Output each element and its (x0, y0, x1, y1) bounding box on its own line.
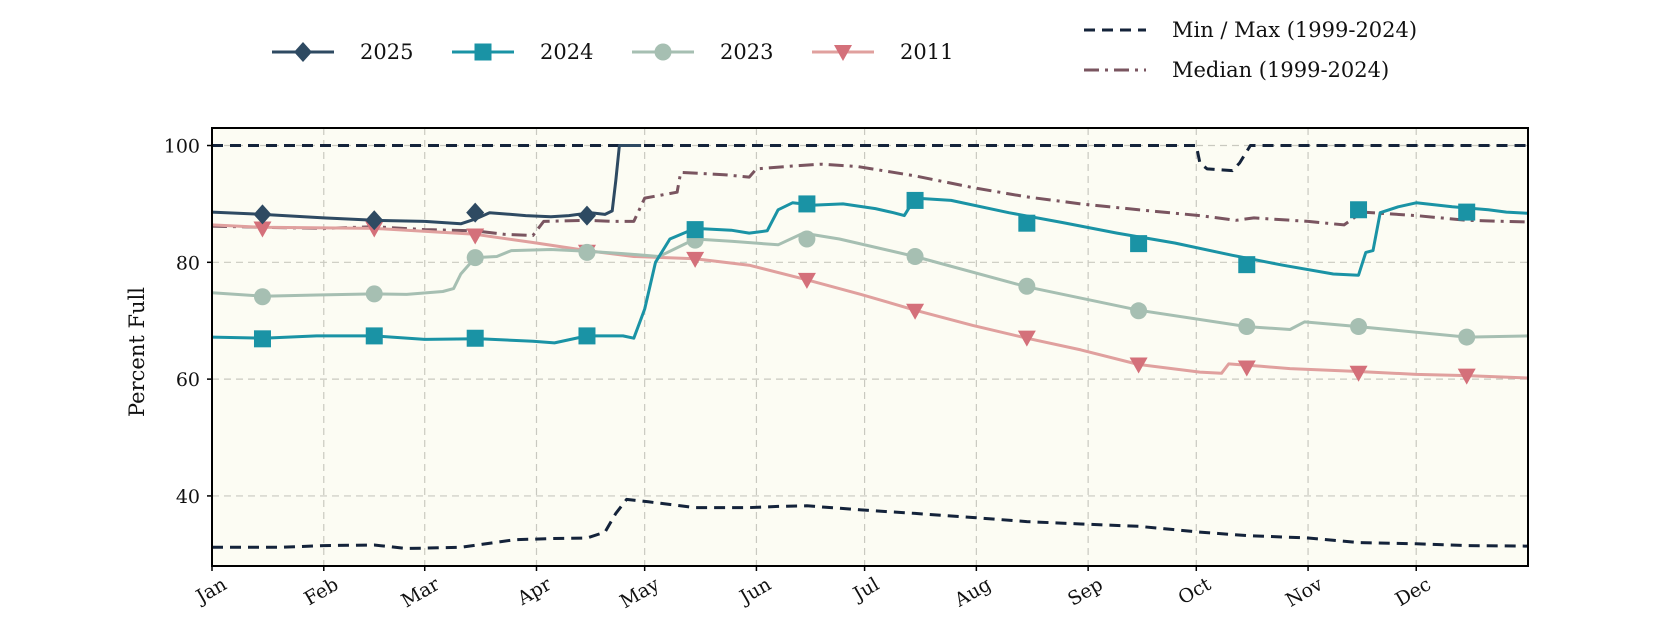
x-tick-label: Sep (1064, 573, 1107, 610)
legend-label-y2011: 2011 (900, 40, 953, 64)
x-tick-label: Jun (734, 573, 775, 609)
data-point-y2011 (686, 251, 705, 268)
data-point-y2024 (1350, 201, 1368, 219)
series-line-minmax (212, 144, 1528, 173)
data-point-y2025 (466, 202, 485, 223)
legend-label-median: Median (1999-2024) (1172, 58, 1389, 82)
x-tick-label: Apr (513, 573, 556, 610)
data-point-y2024 (466, 329, 484, 347)
legend-marker-y2023 (654, 43, 672, 61)
data-point-y2025 (577, 205, 596, 226)
legend-item-y2025: 2025 (272, 40, 413, 64)
data-point-y2024 (1018, 214, 1036, 232)
series-y2025 (211, 144, 642, 231)
data-point-y2024 (578, 327, 596, 345)
data-point-y2023 (1238, 318, 1256, 336)
legend-item-y2024: 2024 (452, 40, 593, 64)
legend-label-y2025: 2025 (360, 40, 413, 64)
legend-label-y2024: 2024 (540, 40, 593, 64)
data-point-y2011 (1349, 365, 1368, 382)
data-point-y2011 (1237, 360, 1256, 377)
y-tick-label: 40 (176, 486, 200, 508)
legend: 2025 2024 2023 2011 Min / Max (1999-2024) Med… (272, 18, 1417, 82)
series-line-y2011 (211, 223, 1529, 380)
data-point-y2011 (1457, 368, 1476, 385)
y-tick-label: 100 (164, 136, 200, 158)
x-tick-label: Jan (191, 573, 231, 609)
data-point-y2023 (578, 243, 596, 261)
data-point-y2023 (1458, 328, 1476, 346)
x-tick-label: Nov (1282, 573, 1327, 612)
series-line-y2024 (211, 196, 1529, 345)
plot-area (212, 128, 1528, 566)
y-axis-label: Percent Full (125, 287, 149, 417)
legend-label-minmax: Min / Max (1999-2024) (1172, 18, 1417, 42)
legend-marker-y2024 (474, 43, 492, 61)
legend-marker-y2011 (834, 45, 852, 61)
data-point-y2011 (253, 221, 272, 238)
y-tick-label: 80 (176, 252, 200, 274)
data-point-y2024 (365, 327, 383, 345)
data-point-y2024 (798, 195, 816, 213)
series-minmax (212, 144, 1529, 550)
legend-label-y2023: 2023 (720, 40, 773, 64)
data-point-y2023 (365, 285, 383, 303)
y-tick-label: 60 (176, 369, 200, 391)
legend-item-median: Median (1999-2024) (1084, 58, 1389, 82)
legend-marker-y2025 (294, 42, 312, 62)
legend-item-minmax: Min / Max (1999-2024) (1084, 18, 1417, 42)
x-tick-label: Oct (1174, 573, 1215, 609)
x-tick-label: Feb (300, 573, 342, 610)
data-point-y2011 (906, 303, 925, 320)
x-tick-label: May (616, 573, 663, 613)
data-point-y2024 (906, 191, 924, 209)
series-y2024 (211, 191, 1529, 348)
legend-item-y2011: 2011 (812, 40, 953, 64)
legend-item-y2023: 2023 (632, 40, 773, 64)
data-point-y2011 (797, 272, 816, 289)
series-median (211, 162, 1529, 237)
data-point-y2024 (253, 330, 271, 348)
data-point-y2023 (1350, 318, 1368, 336)
data-point-y2023 (1130, 302, 1148, 320)
data-point-y2011 (466, 228, 485, 245)
series-y2011 (211, 221, 1529, 385)
plot-frame (211, 127, 1529, 567)
data-point-y2024 (1238, 256, 1256, 274)
data-point-y2011 (1129, 357, 1148, 374)
data-point-y2024 (1458, 203, 1476, 221)
x-tick-label: Dec (1392, 573, 1435, 611)
data-point-y2011 (1017, 330, 1036, 347)
x-tick-label: Aug (950, 573, 995, 612)
x-tick-label: Jul (848, 573, 883, 606)
data-point-y2025 (365, 210, 384, 231)
series-line-median (211, 162, 1529, 237)
data-point-y2023 (466, 249, 484, 267)
data-point-y2023 (1018, 277, 1036, 295)
data-point-y2024 (686, 221, 704, 239)
data-point-y2025 (253, 204, 272, 225)
data-point-y2023 (906, 247, 924, 265)
x-tick-label: Mar (398, 573, 444, 612)
data-point-y2023 (798, 230, 816, 248)
series-line-y2025 (211, 144, 642, 226)
data-point-y2024 (1130, 235, 1148, 253)
data-point-y2023 (253, 288, 271, 306)
series-line-minmax (212, 497, 1529, 550)
